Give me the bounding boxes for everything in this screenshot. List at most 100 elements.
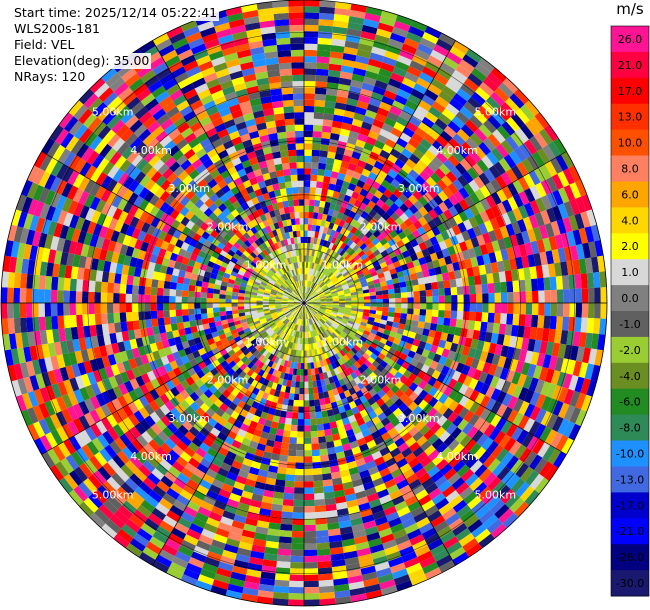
velocity-gate (78, 501, 95, 518)
velocity-gate (131, 303, 139, 312)
velocity-gate (487, 133, 501, 148)
velocity-gate (394, 389, 405, 399)
velocity-gate (540, 381, 551, 396)
velocity-gate (152, 531, 169, 544)
velocity-gate (496, 333, 505, 346)
velocity-gate (461, 451, 474, 465)
velocity-gate (256, 475, 267, 484)
velocity-gate (338, 323, 346, 329)
velocity-gate (26, 407, 39, 424)
velocity-gate (463, 101, 478, 115)
velocity-gate (284, 340, 290, 348)
velocity-gate (316, 380, 322, 387)
velocity-gate (363, 434, 374, 444)
velocity-gate (389, 229, 398, 239)
velocity-gate (315, 87, 327, 95)
velocity-gate (141, 336, 150, 346)
velocity-gate (235, 323, 243, 329)
velocity-gate (288, 449, 297, 457)
velocity-gate (126, 321, 134, 331)
velocity-gate (440, 332, 449, 342)
velocity-gate (308, 393, 315, 401)
velocity-gate (434, 426, 446, 438)
velocity-gate (318, 309, 325, 314)
velocity-gate (97, 334, 106, 347)
velocity-gate (318, 280, 324, 287)
velocity-gate (465, 455, 479, 469)
velocity-gate (385, 457, 397, 468)
velocity-gate (184, 385, 195, 396)
velocity-gate (374, 175, 385, 185)
velocity-gate (304, 286, 306, 293)
velocity-gate (371, 360, 380, 369)
velocity-gate (486, 518, 503, 534)
velocity-gate (424, 357, 433, 367)
velocity-gate (469, 303, 477, 312)
velocity-gate (317, 290, 324, 295)
velocity-gate (249, 440, 259, 449)
velocity-gate (315, 314, 321, 319)
velocity-gate (243, 339, 251, 346)
velocity-gate (383, 344, 391, 352)
velocity-gate (369, 445, 380, 455)
velocity-gate (309, 243, 314, 250)
velocity-gate (138, 303, 145, 312)
velocity-gate (151, 279, 159, 288)
velocity-gate (38, 232, 48, 248)
velocity-gate (382, 307, 389, 312)
velocity-gate (345, 562, 361, 572)
velocity-gate (296, 443, 304, 451)
velocity-gate (306, 306, 311, 312)
velocity-gate (465, 137, 479, 151)
velocity-gate (452, 460, 466, 473)
velocity-gate (418, 355, 428, 365)
velocity-gate (407, 247, 416, 256)
velocity-gate (78, 400, 90, 416)
velocity-gate (337, 290, 344, 294)
velocity-gate (96, 434, 110, 449)
velocity-gate (269, 322, 276, 328)
velocity-gate (304, 350, 307, 357)
velocity-gate (316, 417, 324, 425)
velocity-gate (544, 124, 559, 142)
velocity-gate (209, 326, 218, 334)
velocity-gate (290, 349, 295, 356)
velocity-gate (449, 494, 464, 508)
velocity-gate (269, 459, 279, 467)
velocity-gate (449, 360, 459, 371)
velocity-gate (311, 262, 315, 270)
velocity-gate (458, 384, 469, 396)
velocity-gate (83, 232, 93, 246)
velocity-gate (348, 283, 356, 289)
velocity-gate (364, 12, 381, 23)
velocity-gate (351, 305, 358, 309)
velocity-gate (372, 477, 385, 487)
velocity-gate (366, 492, 380, 503)
velocity-gate (107, 165, 120, 179)
velocity-gate (401, 250, 411, 259)
velocity-gate (319, 307, 326, 310)
velocity-gate (560, 261, 569, 276)
velocity-gate (518, 279, 526, 292)
velocity-gate (404, 342, 413, 351)
velocity-gate (230, 256, 238, 264)
velocity-gate (317, 320, 323, 327)
velocity-gate (373, 212, 382, 222)
velocity-gate (485, 495, 501, 510)
velocity-gate (456, 88, 472, 102)
velocity-gate (310, 289, 315, 296)
velocity-gate (188, 290, 195, 298)
velocity-gate (324, 377, 331, 386)
velocity-gate (237, 296, 245, 300)
velocity-gate (458, 395, 470, 407)
velocity-gate (320, 317, 327, 323)
velocity-gate (287, 300, 294, 302)
velocity-gate (475, 86, 491, 101)
velocity-gate (376, 74, 391, 85)
velocity-gate (254, 343, 262, 350)
velocity-gate (338, 463, 349, 472)
velocity-gate (328, 335, 334, 342)
velocity-gate (499, 367, 510, 381)
velocity-gate (199, 442, 211, 453)
velocity-gate (247, 322, 255, 328)
